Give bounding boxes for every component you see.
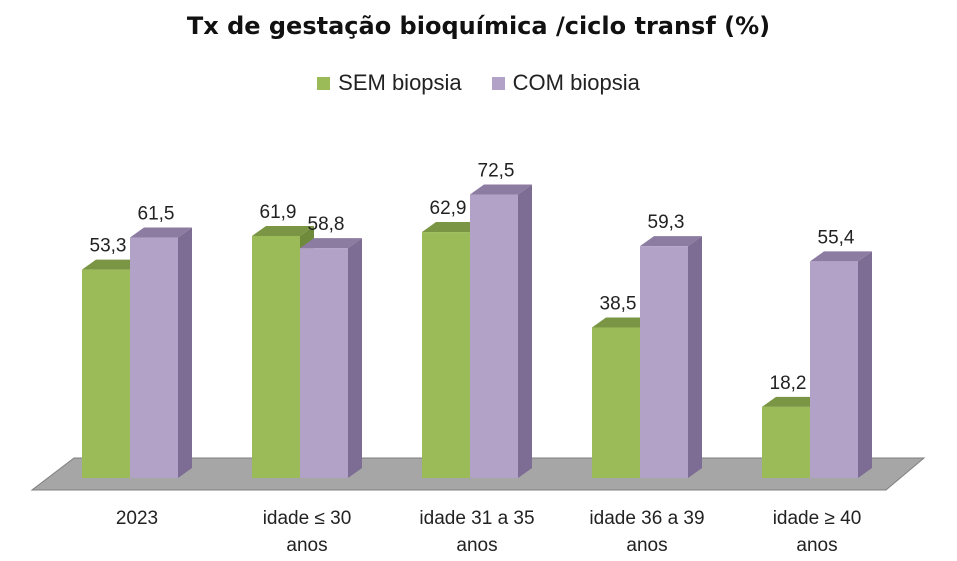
value-label-sem-1: 61,9 [260,202,297,223]
x-tick-label-4: idade ≥ 40 anos [732,505,902,559]
value-label-sem-4: 18,2 [770,373,807,394]
bar-com-3 [640,246,688,478]
value-label-com-2: 72,5 [478,161,515,182]
legend-swatch-sem-biopsia [317,76,331,90]
bar-com-1 [300,248,348,478]
bar-top-sem-3 [592,317,654,328]
bar-sem-0 [82,269,130,478]
x-tick-label-3-line-0: idade 36 a 39 [589,508,705,529]
x-tick-label-4-line-1: anos [796,535,838,556]
value-label-sem-2: 62,9 [430,198,467,219]
x-tick-label-2-line-1: anos [456,535,498,556]
x-tick-label-3: idade 36 a 39 anos [562,505,732,559]
bar-side-com-1 [348,238,362,478]
value-label-sem-3: 38,5 [600,293,637,314]
bar-com-0 [130,237,178,478]
legend-item-com-biopsia: COM biopsia [491,70,640,96]
legend-swatch-com-biopsia [491,76,505,90]
legend-label-com-biopsia: COM biopsia [512,70,640,95]
legend: SEM biopsia COM biopsia [0,70,957,96]
x-tick-label-2: idade 31 a 35 anos [392,505,562,559]
x-tick-label-0-line-0: 2023 [115,508,159,529]
bars-group [82,184,872,478]
bar-top-sem-1 [252,225,314,236]
bar-com-2 [470,194,518,478]
legend-label-sem-biopsia: SEM biopsia [338,70,462,95]
value-label-com-0: 61,5 [138,204,175,225]
value-label-com-1: 58,8 [308,214,345,235]
bar-top-com-1 [300,238,362,249]
bar-top-sem-0 [82,259,144,270]
legend-item-sem-biopsia: SEM biopsia [317,70,462,96]
value-label-com-4: 55,4 [818,227,855,248]
bar-top-com-2 [470,184,532,195]
bar-side-com-4 [858,251,872,478]
bar-sem-2 [422,232,470,478]
x-tick-label-1-line-0: idade ≤ 30 [262,508,352,529]
x-tick-label-2-line-0: idade 31 a 35 [419,508,535,529]
chart-title: Tx de gestação bioquímica /ciclo transf … [186,12,771,40]
bar-com-4 [810,261,858,478]
bar-sem-1 [252,235,300,478]
x-tick-label-0: 2023 [52,505,222,532]
bar-side-com-3 [688,236,702,478]
bar-sem-4 [762,406,810,478]
bar-top-com-4 [810,251,872,262]
value-label-com-3: 59,3 [648,212,685,233]
bar-side-com-2 [518,184,532,478]
x-tick-label-1-line-1: anos [286,535,328,556]
bar-side-com-0 [178,227,192,478]
x-tick-label-1: idade ≤ 30 anos [222,505,392,559]
x-tick-label-3-line-1: anos [626,535,668,556]
bar-top-sem-4 [762,396,824,407]
x-tick-label-4-line-0: idade ≥ 40 [772,508,862,529]
bar-sem-3 [592,327,640,478]
bar-top-com-3 [640,236,702,247]
value-labels-group: 53,3 61,5 61,9 58,8 62,9 72,5 38,5 59,3 18,2 55,4 [90,161,855,394]
value-label-sem-0: 53,3 [90,236,127,257]
bar-top-com-0 [130,227,192,238]
bar-top-sem-2 [422,222,484,233]
